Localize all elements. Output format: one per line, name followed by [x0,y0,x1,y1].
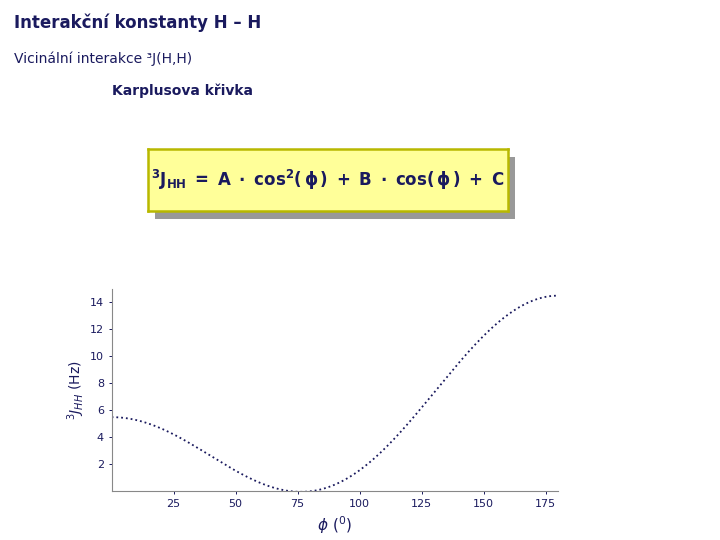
Text: $\mathbf{^3J_{HH}}$$\mathbf{\ =\ A\ \cdot\ cos^2(\,\phi\,)\ +\ B\ \cdot\ cos(\,\: $\mathbf{^3J_{HH}}$$\mathbf{\ =\ A\ \cdo… [151,167,504,192]
Text: Karplusova křivka: Karplusova křivka [112,84,253,98]
X-axis label: $\phi\ (^0)$: $\phi\ (^0)$ [318,515,352,536]
Text: Interakční konstanty H – H: Interakční konstanty H – H [14,14,261,32]
Y-axis label: $^3J_{HH}$ (Hz): $^3J_{HH}$ (Hz) [66,360,87,420]
Text: Vicinální interakce ³J(H,H): Vicinální interakce ³J(H,H) [14,51,192,66]
